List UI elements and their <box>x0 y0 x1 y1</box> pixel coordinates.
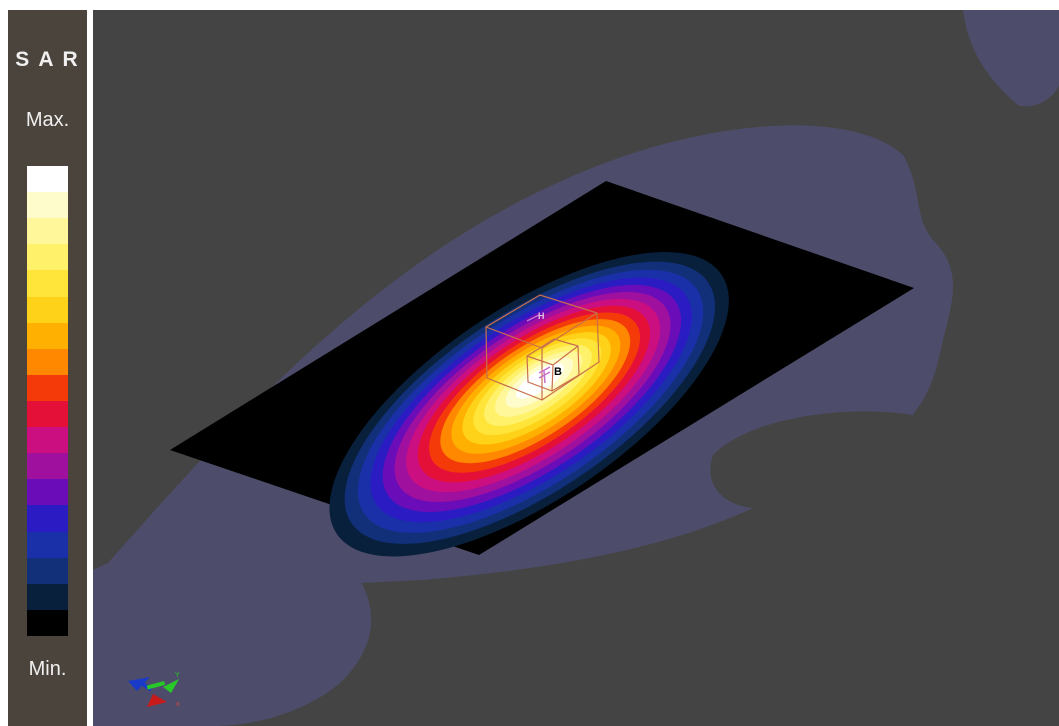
sar-legend-panel: S A R Max. Min. <box>8 10 87 726</box>
colorbar-swatch <box>27 374 68 401</box>
3d-viewport[interactable]: H B Y x <box>93 10 1059 726</box>
legend-min-label: Min. <box>28 658 67 680</box>
colorbar-swatch <box>27 244 68 271</box>
axis-x-label: x <box>176 701 180 708</box>
colorbar-swatch <box>27 609 68 636</box>
colorbar-swatch <box>27 400 68 428</box>
probe-h-marker: H <box>526 311 545 322</box>
axis-z-arrow <box>128 677 150 691</box>
axis-y-arrow <box>163 679 179 693</box>
colorbar-swatch <box>27 531 68 558</box>
colorbar-swatch <box>27 296 68 323</box>
sar-contour-level <box>516 363 564 399</box>
probe-b-label: B <box>554 366 562 378</box>
probe-h-label: H <box>538 311 545 321</box>
probe-wireframe <box>485 294 600 401</box>
colorbar-swatch <box>27 192 68 219</box>
colorbar-swatch <box>27 557 68 584</box>
legend-max-label: Max. <box>25 109 70 131</box>
colorbar-swatch <box>27 427 68 454</box>
colorbar-swatch <box>27 505 68 532</box>
colorbar-swatch <box>27 479 68 506</box>
axis-x-arrow <box>147 694 167 707</box>
legend-title: S A R <box>15 48 80 71</box>
colorbar-swatch <box>27 270 68 297</box>
colorbar-swatch <box>27 583 68 610</box>
colorbar-swatch <box>27 348 68 375</box>
colorbar-swatch <box>27 218 68 245</box>
colorbar-swatch <box>27 453 68 480</box>
sar-contour-map <box>329 252 729 557</box>
colorbar-swatch <box>27 322 68 349</box>
axis-y-label: Y <box>175 672 180 679</box>
colorbar-swatch <box>27 166 68 193</box>
sar-colorbar <box>27 166 68 636</box>
axes-triad-icon: Y x <box>128 672 180 708</box>
probe-b-marker: B <box>538 366 562 384</box>
scene-svg: H B Y x <box>93 10 1059 726</box>
